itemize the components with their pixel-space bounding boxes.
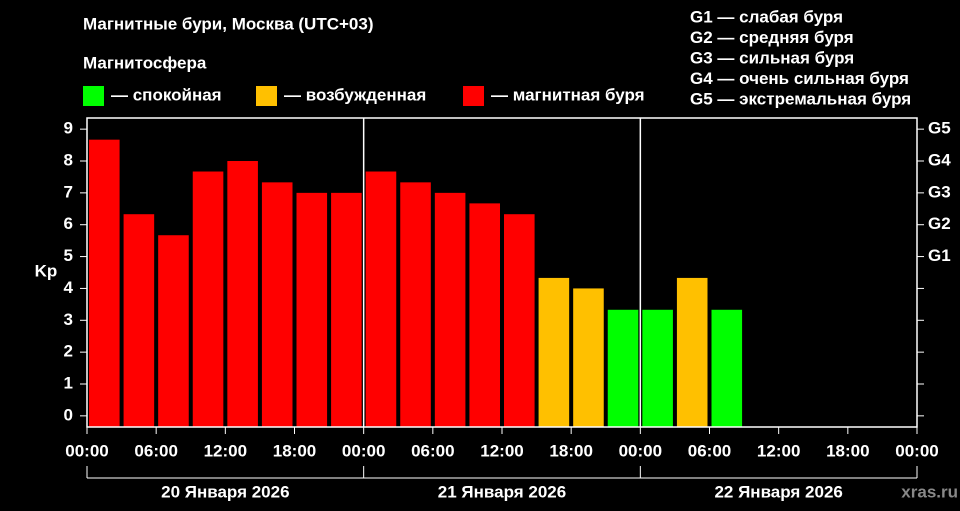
legend-label: — спокойная (111, 85, 222, 104)
y-tick-label: 1 (64, 373, 73, 392)
x-tick-label: 00:00 (619, 441, 662, 460)
y-tick-label: 2 (64, 342, 73, 361)
bar (296, 192, 328, 427)
x-tick-label: 12:00 (480, 441, 523, 460)
x-tick-label: 18:00 (273, 441, 316, 460)
legend-label: — магнитная буря (491, 85, 645, 104)
x-tick-label: 12:00 (204, 441, 247, 460)
bar (331, 192, 362, 427)
y-axis-label: Kp (35, 261, 58, 280)
y-tick-label: 3 (64, 310, 73, 329)
storm-scale-label: G4 — очень сильная буря (690, 69, 909, 88)
bar (676, 277, 708, 427)
x-tick-label: 18:00 (826, 441, 869, 460)
subtitle: Магнитосфера (83, 53, 207, 72)
bar (365, 171, 397, 427)
x-tick-label: 06:00 (688, 441, 731, 460)
bar (469, 203, 500, 427)
x-tick-label: 00:00 (895, 441, 938, 460)
bar (504, 214, 535, 427)
y2-tick-label: G2 (928, 214, 951, 233)
storm-scale-label: G2 — средняя буря (690, 28, 854, 47)
bar (261, 182, 293, 427)
x-tick-label: 18:00 (549, 441, 592, 460)
y-tick-label: 7 (64, 182, 73, 201)
bar (400, 182, 431, 427)
bar (607, 309, 639, 427)
y-tick-label: 0 (64, 405, 73, 424)
storm-scale-label: G1 — слабая буря (690, 7, 843, 26)
day-label: 22 Января 2026 (714, 482, 842, 501)
storm-scale-label: G3 — сильная буря (690, 48, 854, 67)
bar (642, 309, 673, 427)
legend-swatch (463, 86, 484, 106)
y-tick-label: 9 (64, 119, 73, 138)
y2-tick-label: G4 (928, 150, 951, 169)
y-tick-label: 4 (64, 278, 74, 297)
bar (227, 161, 258, 427)
legend-swatch (256, 86, 277, 106)
day-label: 21 Января 2026 (438, 482, 566, 501)
bar (123, 214, 155, 427)
y-tick-label: 8 (64, 150, 73, 169)
x-tick-label: 06:00 (134, 441, 177, 460)
x-tick-label: 00:00 (342, 441, 385, 460)
bar (158, 235, 189, 427)
bar (573, 288, 604, 427)
legend-label: — возбужденная (284, 85, 426, 104)
x-tick-label: 06:00 (411, 441, 454, 460)
watermark: xras.ru (901, 482, 958, 501)
legend-swatch (83, 86, 104, 106)
y-tick-label: 6 (64, 214, 73, 233)
storm-scale-label: G5 — экстремальная буря (690, 89, 911, 108)
y-tick-label: 5 (64, 246, 73, 265)
x-tick-label: 00:00 (65, 441, 108, 460)
bar (538, 277, 570, 427)
bar (711, 309, 743, 427)
y2-tick-label: G1 (928, 246, 951, 265)
x-tick-label: 12:00 (757, 441, 800, 460)
y2-tick-label: G5 (928, 119, 951, 138)
bar (434, 192, 466, 427)
day-label: 20 Января 2026 (161, 482, 289, 501)
y2-tick-label: G3 (928, 182, 951, 201)
bar (192, 171, 224, 427)
bar (89, 139, 120, 427)
chart-title: Магнитные бури, Москва (UTC+03) (83, 14, 374, 33)
